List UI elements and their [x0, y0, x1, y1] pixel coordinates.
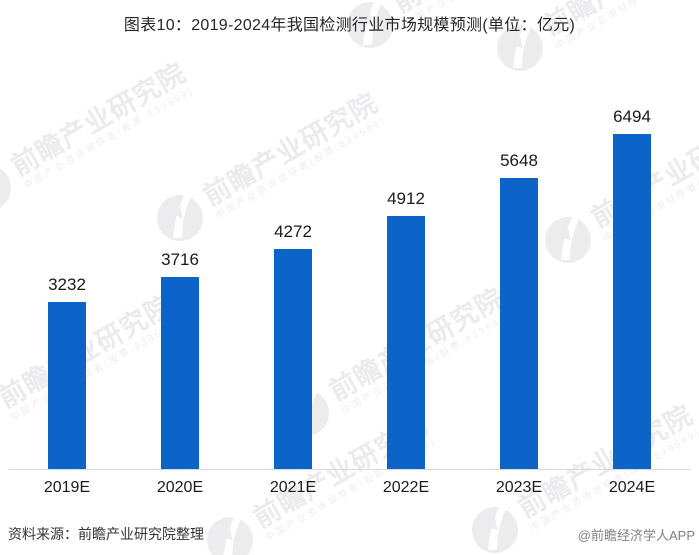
bar-2020E [161, 277, 199, 469]
bar-2024E [613, 134, 651, 469]
bar-value-label: 5648 [500, 151, 538, 170]
bar-value-label: 3232 [48, 275, 86, 294]
source-note: 资料来源：前瞻产业研究院整理 [8, 526, 204, 542]
x-axis-label: 2021E [269, 479, 317, 496]
credit-note: @前瞻经济学人APP [577, 528, 695, 543]
x-axis-label: 2022E [382, 479, 430, 496]
chart-title: 图表10：2019-2024年我国检测行业市场规模预测(单位：亿元) [123, 17, 576, 34]
x-axis-line [9, 469, 690, 470]
bar-value-label: 3716 [161, 250, 199, 269]
x-axis-label: 2024E [608, 479, 656, 496]
x-axis-label: 2020E [156, 479, 204, 496]
bar-2022E [387, 216, 425, 469]
bar-2021E [274, 249, 312, 469]
x-axis-label: 2019E [43, 479, 91, 496]
bar-value-label: 6494 [613, 107, 651, 126]
bar-2023E [500, 178, 538, 469]
bar-value-label: 4912 [387, 189, 425, 208]
bar-2019E [48, 302, 86, 469]
bar-value-label: 4272 [274, 222, 312, 241]
x-axis-label: 2023E [495, 479, 543, 496]
